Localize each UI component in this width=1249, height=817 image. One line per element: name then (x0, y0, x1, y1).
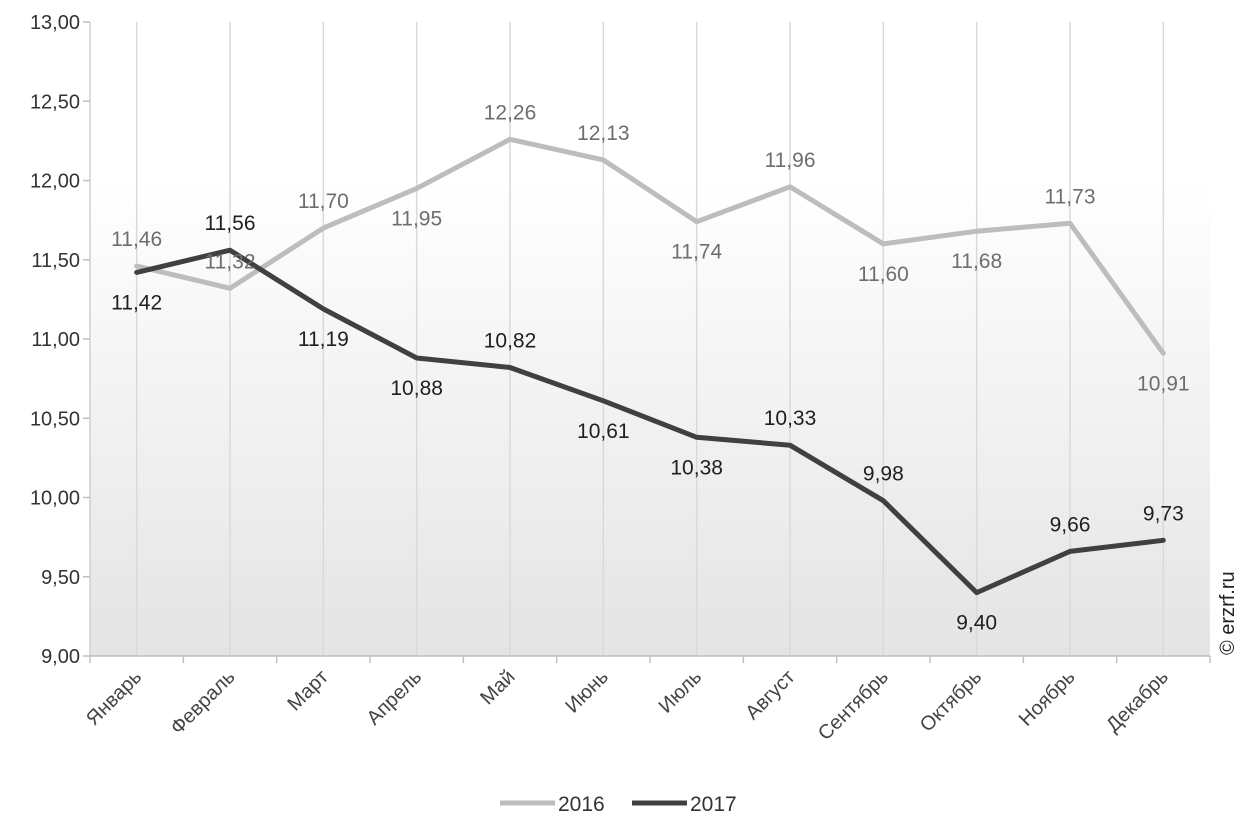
x-tick-label: Февраль (166, 666, 239, 739)
data-label-2016: 11,73 (1045, 185, 1096, 208)
series-lines (134, 136, 1166, 596)
y-tick-label: 12,00 (30, 171, 80, 193)
x-tick-label: Ноябрь (1015, 666, 1080, 731)
data-label-2017: 11,56 (205, 212, 256, 235)
data-label-2017: 10,33 (764, 407, 817, 430)
data-label-2017: 11,19 (298, 328, 349, 351)
data-label-2016: 11,96 (765, 149, 816, 172)
data-label-2017: 10,82 (484, 330, 537, 353)
data-label-2017: 11,42 (111, 291, 162, 314)
y-tick-label: 9,00 (41, 646, 80, 668)
data-label-2016: 12,26 (484, 101, 537, 124)
data-label-2016: 11,32 (205, 250, 256, 273)
x-tick-label: Сентябрь (814, 666, 893, 745)
data-label-2017: 10,61 (577, 420, 630, 443)
data-label-2016: 11,74 (671, 241, 722, 264)
data-label-2017: 10,38 (670, 456, 723, 479)
data-label-2017: 9,66 (1050, 513, 1091, 536)
x-tick-label: Май (476, 666, 519, 709)
x-tick-label: Июнь (561, 666, 613, 718)
data-label-2016: 11,95 (391, 207, 442, 230)
data-label-2016: 11,68 (951, 250, 1002, 273)
x-tick-label: Декабрь (1102, 666, 1173, 737)
y-tick-label: 12,50 (30, 91, 80, 113)
y-tick-label: 10,50 (30, 408, 80, 430)
data-label-2017: 9,98 (863, 463, 904, 486)
y-tick-label: 9,50 (41, 567, 80, 589)
legend: 2016 2017 (500, 793, 737, 816)
legend-label-2017: 2017 (690, 793, 737, 816)
x-tick-label: Март (283, 666, 332, 715)
data-label-2017: 9,73 (1143, 502, 1184, 525)
data-label-2017: 10,88 (390, 377, 443, 400)
legend-label-2016: 2016 (558, 793, 605, 816)
data-labels: 11,46 11,32 11,70 11,95 12,26 12,13 11,74 11,96… (111, 101, 1189, 634)
data-label-2016: 11,70 (298, 190, 349, 213)
x-tick-label: Октябрь (916, 666, 986, 736)
series-line-2016 (134, 136, 1166, 356)
y-tick-label: 10,00 (30, 488, 80, 510)
data-label-2016: 12,13 (577, 122, 630, 145)
data-label-2016: 11,46 (111, 228, 162, 251)
watermark: © erzrf.ru (1217, 571, 1239, 655)
series-line-2017 (134, 247, 1166, 596)
x-tick-label: Август (741, 666, 799, 724)
x-tick-label: Июль (655, 666, 707, 718)
x-tick-label: Апрель (363, 666, 427, 730)
data-label-2016: 10,91 (1137, 372, 1190, 395)
y-tick-label: 13,00 (30, 12, 80, 34)
x-tick-label: Январь (82, 666, 146, 730)
y-tick-label: 11,00 (31, 329, 80, 351)
data-label-2017: 9,40 (956, 612, 997, 635)
y-tick-label: 11,50 (31, 250, 80, 272)
data-label-2016: 11,60 (858, 263, 909, 286)
